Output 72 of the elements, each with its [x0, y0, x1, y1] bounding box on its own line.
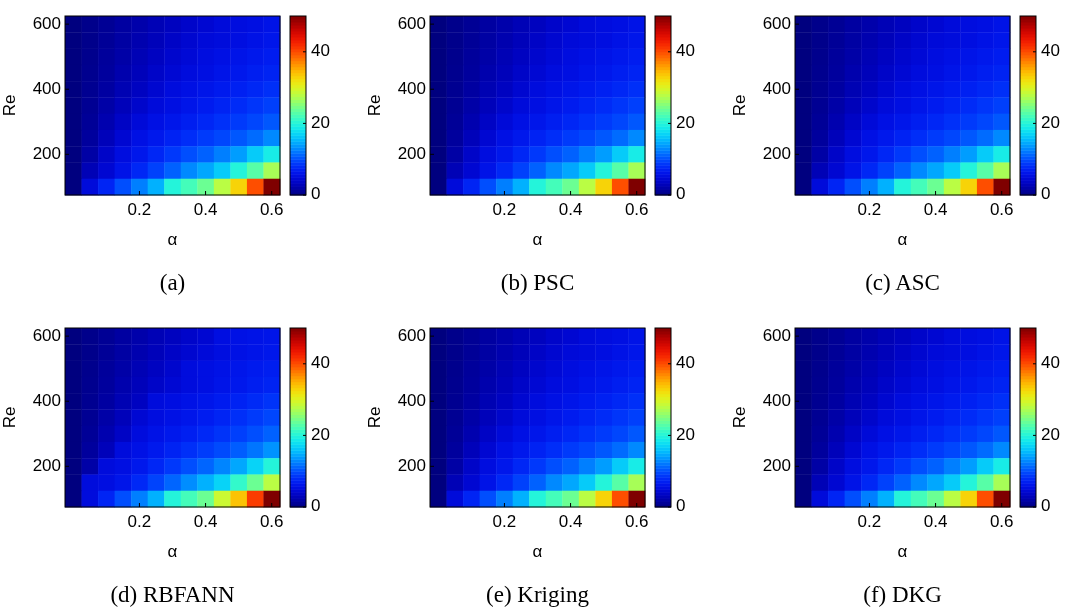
x-axis-title: α [167, 542, 178, 561]
y-tick-label: 400 [397, 390, 426, 410]
x-tick-label: 0.4 [558, 512, 583, 531]
x-tick-label: 0.6 [259, 512, 284, 531]
y-tick-label: 400 [32, 390, 61, 410]
x-tick-label: 0.2 [857, 512, 882, 531]
color-bar-label: 40 [1041, 353, 1060, 373]
y-axis-title: Re [0, 406, 19, 429]
y-tick-label: 200 [32, 143, 61, 163]
x-tick-label: 0.4 [923, 512, 948, 531]
x-tick-label: 0.2 [492, 200, 517, 219]
y-axis-title: Re [365, 406, 384, 429]
x-tick-label: 0.6 [259, 200, 284, 219]
x-tick-label: 0.2 [127, 200, 152, 219]
y-tick-label: 600 [32, 13, 61, 33]
x-tick-label: 0.4 [193, 512, 218, 531]
x-axis-title: α [897, 230, 908, 249]
x-tick-label: 0.2 [857, 200, 882, 219]
text: (d) RBFANN [110, 582, 235, 607]
color-bar-label: 0 [1041, 184, 1051, 204]
color-bar-label: 40 [676, 353, 695, 373]
x-axis-title: α [897, 542, 908, 561]
y-tick-label: 200 [32, 455, 61, 475]
y-axis-title: Re [730, 94, 749, 117]
text: (b) PSC [500, 270, 575, 295]
color-bar-label: 20 [676, 424, 695, 444]
x-tick-label: 0.6 [624, 512, 649, 531]
y-tick-label: 200 [762, 455, 791, 475]
color-bar-label: 0 [311, 184, 321, 204]
x-tick-label: 0.6 [624, 200, 649, 219]
text: (c) ASC [865, 270, 940, 295]
x-tick-label: 0.2 [127, 512, 152, 531]
y-axis-title: Re [365, 94, 384, 117]
x-tick-label: 0.4 [193, 200, 218, 219]
y-tick-label: 400 [762, 390, 791, 410]
color-bar-label: 0 [676, 496, 686, 516]
y-tick-label: 600 [762, 13, 791, 33]
x-tick-label: 0.6 [989, 200, 1014, 219]
text: (f) DKG [863, 582, 942, 607]
x-tick-label: 0.6 [989, 512, 1014, 531]
y-axis-title: Re [730, 406, 749, 429]
color-bar-label: 20 [1041, 112, 1060, 132]
color-bar-label: 40 [676, 41, 695, 61]
color-bar-label: 40 [311, 41, 330, 61]
color-bar-label: 0 [676, 184, 686, 204]
color-bar-label: 40 [311, 353, 330, 373]
color-bar-label: 20 [1041, 424, 1060, 444]
y-tick-label: 200 [397, 455, 426, 475]
y-tick-label: 600 [397, 13, 426, 33]
x-tick-label: 0.2 [492, 512, 517, 531]
y-tick-label: 600 [32, 325, 61, 345]
y-tick-label: 200 [762, 143, 791, 163]
y-tick-label: 400 [762, 78, 791, 98]
x-tick-label: 0.4 [558, 200, 583, 219]
color-bar-label: 20 [676, 112, 695, 132]
color-bar-label: 0 [311, 496, 321, 516]
x-axis-title: α [167, 230, 178, 249]
text: (a) [159, 270, 186, 295]
color-bar-label: 20 [311, 424, 330, 444]
y-tick-label: 400 [32, 78, 61, 98]
x-tick-label: 0.4 [923, 200, 948, 219]
y-tick-label: 200 [397, 143, 426, 163]
y-tick-label: 400 [397, 78, 426, 98]
x-axis-title: α [532, 542, 543, 561]
color-bar-label: 40 [1041, 41, 1060, 61]
x-axis-title: α [532, 230, 543, 249]
color-bar-label: 0 [1041, 496, 1051, 516]
color-bar-label: 20 [311, 112, 330, 132]
y-axis-title: Re [0, 94, 19, 117]
y-tick-label: 600 [397, 325, 426, 345]
y-tick-label: 600 [762, 325, 791, 345]
text: (e) Kriging [486, 582, 590, 607]
